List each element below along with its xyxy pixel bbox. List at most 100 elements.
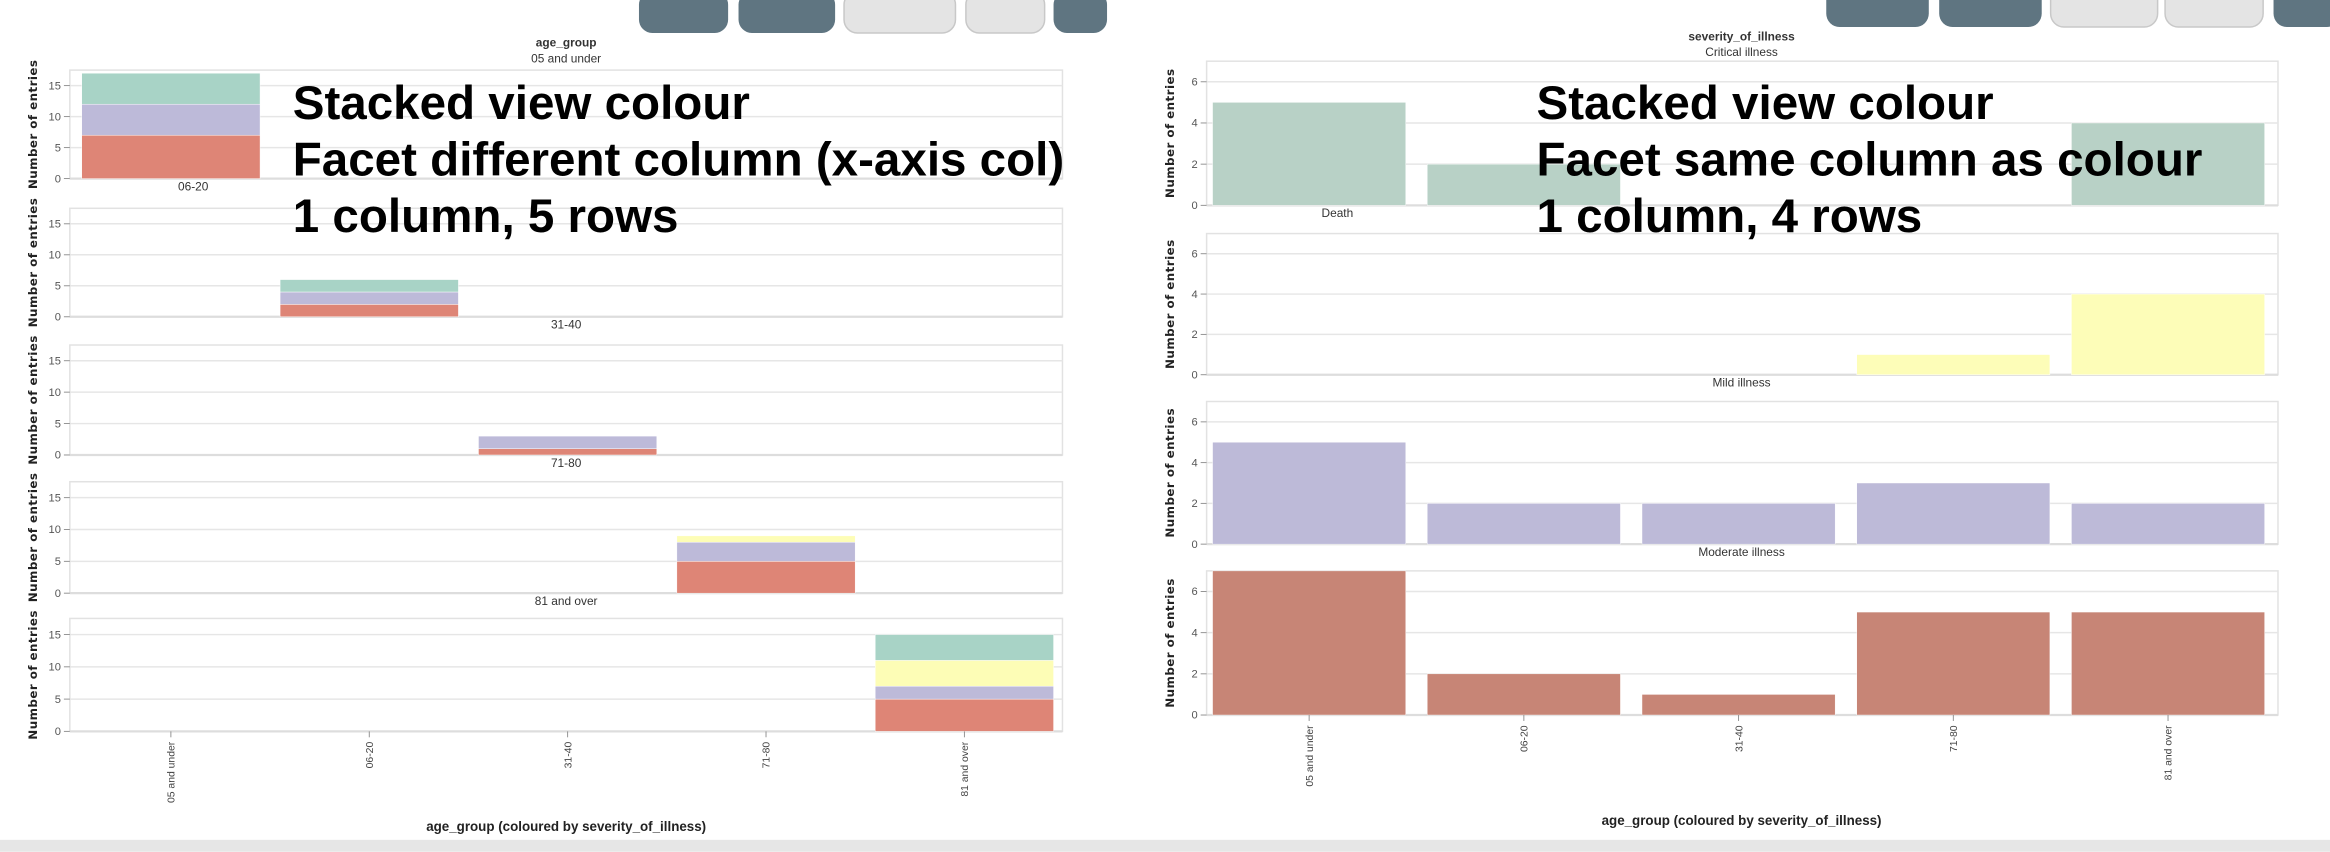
annotation-line: Facet same column as colour [1536, 134, 2202, 187]
bar-death[interactable] [1427, 163, 1621, 206]
bar-mild-illness[interactable] [2071, 293, 2265, 375]
bottom-scrollbar[interactable] [0, 839, 2330, 852]
y-tick-label: 0 [55, 311, 61, 323]
y-tick-label: 5 [55, 694, 61, 706]
x-axis-title: age_group (coloured by severity_of_illne… [426, 819, 706, 834]
toolbar-button[interactable] [638, 0, 729, 33]
y-tick-label: 10 [49, 111, 61, 123]
toolbar-button[interactable] [2049, 0, 2159, 28]
bar-death[interactable] [1212, 102, 1406, 206]
y-tick-label: 2 [1192, 498, 1198, 510]
bar-segment-moderate-illness[interactable] [676, 542, 856, 562]
y-tick-label: 5 [55, 418, 61, 430]
y-axis-title: Number of entries [26, 335, 40, 465]
bar-severe-illness[interactable] [1641, 694, 1836, 716]
y-tick-label: 10 [49, 524, 61, 536]
y-axis-title: Number of entries [1163, 239, 1177, 369]
y-tick-label: 4 [1192, 118, 1198, 130]
y-tick-label: 0 [1192, 710, 1198, 722]
y-tick-label: 0 [1192, 200, 1198, 212]
bar-segment-moderate-illness[interactable] [478, 435, 658, 449]
bar-severe-illness[interactable] [1427, 673, 1621, 716]
y-tick-label: 2 [1192, 329, 1198, 341]
annotation-line: 1 column, 4 rows [1536, 190, 1922, 243]
toolbar-button[interactable] [738, 0, 836, 33]
y-axis-title: Number of entries [26, 610, 40, 740]
bar-moderate-illness[interactable] [1427, 503, 1621, 545]
toolbar-button[interactable] [843, 0, 957, 34]
bar-segment-mild-illness[interactable] [875, 660, 1054, 687]
y-tick-label: 6 [1192, 417, 1198, 429]
x-tick-label: 81 and over [960, 741, 971, 796]
y-axis-title: Number of entries [1163, 68, 1177, 198]
bar-segment-death[interactable] [279, 279, 459, 293]
x-tick-label: 06-20 [365, 742, 376, 769]
y-tick-label: 4 [1192, 627, 1198, 639]
toolbar-button[interactable] [1053, 0, 1108, 33]
y-tick-label: 6 [1192, 586, 1198, 598]
y-tick-label: 4 [1192, 289, 1198, 301]
bar-moderate-illness[interactable] [1641, 503, 1836, 545]
annotation-line: Stacked view colour [1536, 77, 1993, 130]
bar-moderate-illness[interactable] [1212, 442, 1406, 545]
bar-moderate-illness[interactable] [2071, 503, 2265, 545]
facet-label: 05 and under [531, 52, 601, 66]
facet-label: Critical illness [1705, 45, 1778, 59]
facet-title: severity_of_illness [1688, 29, 1795, 43]
y-tick-label: 15 [49, 355, 61, 367]
y-tick-label: 2 [1192, 669, 1198, 681]
facet-label: 81 and over [535, 594, 598, 608]
bar-segment-moderate-illness[interactable] [875, 685, 1054, 700]
facet-label: 31-40 [551, 318, 582, 332]
x-tick-label: 05 and under [167, 741, 178, 803]
bar-segment-death[interactable] [81, 72, 261, 105]
y-tick-label: 15 [49, 492, 61, 504]
x-tick-label: 31-40 [1734, 725, 1745, 752]
y-axis-title: Number of entries [26, 60, 40, 190]
facet-label: Death [1322, 206, 1354, 220]
bar-segment-moderate-illness[interactable] [81, 103, 261, 136]
annotation-line: 1 column, 5 rows [293, 190, 679, 243]
y-tick-label: 10 [49, 250, 61, 262]
bar-segment-severe-illness[interactable] [478, 448, 658, 456]
x-tick-label: 06-20 [1520, 725, 1531, 752]
bar-death[interactable] [2071, 122, 2265, 206]
bar-severe-illness[interactable] [2071, 611, 2265, 716]
y-tick-label: 5 [55, 281, 61, 293]
y-tick-label: 15 [49, 219, 61, 231]
toolbar-button[interactable] [965, 0, 1046, 34]
toolbar-button[interactable] [1826, 0, 1929, 28]
bar-segment-moderate-illness[interactable] [279, 291, 459, 305]
y-axis-title: Number of entries [26, 198, 40, 328]
x-tick-label: 05 and under [1305, 725, 1316, 787]
bar-segment-mild-illness[interactable] [676, 535, 856, 543]
bar-moderate-illness[interactable] [1856, 482, 2051, 545]
left-annotation: Stacked view colour Facet different colu… [293, 77, 1064, 243]
y-tick-label: 15 [49, 629, 61, 641]
facet-label: Moderate illness [1698, 545, 1785, 559]
bar-segment-severe-illness[interactable] [81, 134, 261, 179]
bar-severe-illness[interactable] [1856, 611, 2051, 716]
bar-segment-severe-illness[interactable] [279, 304, 459, 318]
bar-severe-illness[interactable] [1212, 570, 1406, 716]
y-tick-label: 4 [1192, 457, 1198, 469]
toolbar-button[interactable] [2273, 0, 2330, 28]
y-tick-label: 5 [55, 556, 61, 568]
toolbar-button[interactable] [2164, 0, 2264, 28]
bar-segment-severe-illness[interactable] [875, 698, 1054, 732]
y-tick-label: 0 [55, 588, 61, 600]
y-tick-label: 10 [49, 662, 61, 674]
panel-frame [69, 480, 1064, 594]
y-tick-label: 0 [55, 450, 61, 462]
x-axis-title: age_group (coloured by severity_of_illne… [1602, 813, 1882, 828]
y-tick-label: 0 [55, 173, 61, 185]
bar-segment-severe-illness[interactable] [676, 561, 856, 594]
bar-segment-death[interactable] [875, 634, 1054, 661]
right-annotation: Stacked view colour Facet same column as… [1536, 77, 2202, 243]
y-tick-label: 5 [55, 142, 61, 154]
toolbar-button[interactable] [1939, 0, 2042, 28]
y-tick-label: 0 [1192, 539, 1198, 551]
y-axis-title: Number of entries [1163, 578, 1177, 708]
bar-mild-illness[interactable] [1856, 354, 2051, 375]
